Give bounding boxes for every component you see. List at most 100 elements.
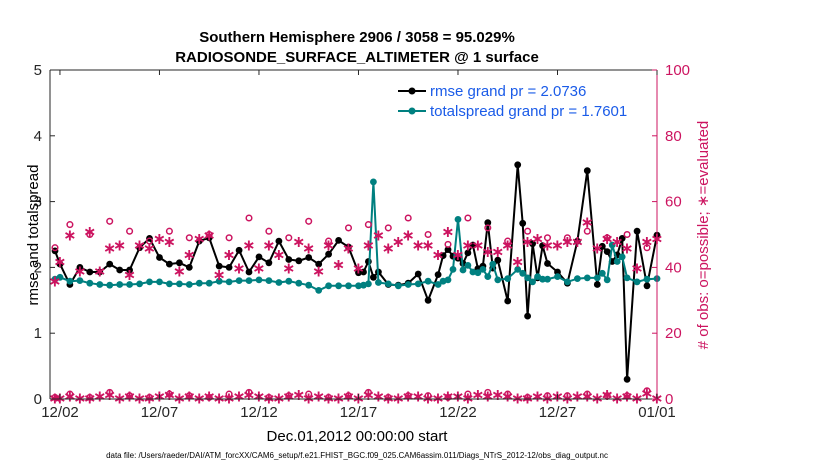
obs-evaluated-marker: ∗ <box>620 239 633 258</box>
data-file-footer: data file: /Users/raeder/DAI/ATM_forcXX/… <box>106 451 608 460</box>
obs-evaluated-marker: ∗ <box>282 258 295 277</box>
obs-evaluated-marker: ∗ <box>571 387 584 406</box>
obs-evaluated-marker: ∗ <box>421 388 434 407</box>
totalspread-point <box>554 273 561 280</box>
y-right-tick-label: 40 <box>665 259 682 276</box>
totalspread-point <box>524 274 531 282</box>
rmse-point <box>464 249 472 257</box>
obs-evaluated-marker: ∗ <box>332 388 345 407</box>
legend-rmse-label: rmse grand pr = 2.0736 <box>430 83 586 100</box>
totalspread-point <box>355 282 362 290</box>
obs-possible-marker <box>404 214 412 222</box>
obs-evaluated-marker: ∗ <box>222 245 235 264</box>
obs-possible-marker <box>543 234 552 242</box>
totalspread-point <box>643 275 651 283</box>
obs-evaluated-marker: ∗ <box>202 226 215 245</box>
obs-possible-marker <box>245 388 253 396</box>
totalspread-point <box>593 274 601 282</box>
totalspread-point <box>623 274 631 282</box>
obs-evaluated-marker: ∗ <box>382 388 395 407</box>
totalspread-point <box>618 253 626 261</box>
obs-possible-marker <box>86 393 94 401</box>
obs-evaluated-marker: ∗ <box>272 388 285 407</box>
legend-spread-marker <box>408 107 416 115</box>
obs-possible-marker <box>66 221 74 229</box>
rmse-point <box>643 282 651 290</box>
obs-possible-marker <box>265 227 273 235</box>
totalspread-point <box>265 277 273 284</box>
y-left-tick-label: 5 <box>34 62 42 79</box>
obs-possible-marker <box>225 234 233 242</box>
obs-evaluated-marker: ∗ <box>362 235 375 254</box>
obs-possible-marker <box>444 240 452 248</box>
totalspread-point <box>404 281 412 288</box>
obs-evaluated-marker: ∗ <box>352 258 365 277</box>
obs-possible-marker <box>325 393 333 401</box>
x-tick-label: 12/02 <box>41 404 79 421</box>
obs-evaluated-marker: ∗ <box>262 388 275 407</box>
totalspread-point <box>603 276 611 284</box>
obs-evaluated-marker: ∗ <box>312 262 325 281</box>
obs-possible-marker <box>444 393 452 401</box>
x-tick-label: 12/22 <box>439 404 477 421</box>
totalspread-point <box>305 281 313 289</box>
x-tick-label: 12/07 <box>141 404 179 421</box>
legend: rmse grand pr = 2.0736 totalspread grand… <box>393 78 647 122</box>
rmse-point <box>156 254 163 261</box>
obs-evaluated-marker: ∗ <box>123 265 136 284</box>
obs-evaluated-marker: ∗ <box>600 229 613 248</box>
obs-possible-marker <box>484 388 492 396</box>
totalspread-point <box>215 277 223 285</box>
obs-evaluated-marker: ∗ <box>153 229 166 248</box>
obs-evaluated-marker: ∗ <box>521 232 534 251</box>
rmse-point <box>623 375 631 383</box>
obs-evaluated-marker: ∗ <box>272 245 285 264</box>
rmse-point <box>285 256 293 263</box>
totalspread-point <box>489 260 497 268</box>
totalspread-point <box>255 276 263 284</box>
obs-evaluated-marker: ∗ <box>312 387 325 406</box>
totalspread-point <box>424 277 432 285</box>
obs-possible-marker <box>265 393 273 401</box>
obs-evaluated-marker: ∗ <box>302 239 315 258</box>
obs-possible-marker <box>126 227 134 235</box>
y-left-tick-label: 0 <box>34 391 42 408</box>
x-tick-label: 12/17 <box>340 404 378 421</box>
obs-possible-marker <box>86 230 94 239</box>
obs-evaluated-marker: ∗ <box>193 388 206 407</box>
x-tick-label: 01/01 <box>638 404 676 421</box>
totalspread-point <box>469 268 477 276</box>
totalspread-point <box>414 280 422 288</box>
totalspread-point <box>514 266 522 273</box>
obs-possible-marker <box>106 217 114 225</box>
rmse-point <box>305 254 313 261</box>
obs-evaluated-marker: ∗ <box>232 387 245 406</box>
rmse-point <box>514 161 522 169</box>
rmse-point <box>215 262 223 270</box>
obs-evaluated-marker: ∗ <box>342 387 355 406</box>
obs-evaluated-marker: ∗ <box>581 387 594 406</box>
totalspread-point <box>529 278 536 286</box>
chart-subtitle: RADIOSONDE_SURFACE_ALTIMETER @ 1 surface <box>175 49 539 66</box>
x-tick-label: 12/12 <box>240 404 278 421</box>
obs-evaluated-marker: ∗ <box>123 387 136 406</box>
obs-evaluated-marker: ∗ <box>322 235 335 254</box>
rmse-point <box>618 235 626 242</box>
obs-possible-marker <box>364 221 372 229</box>
totalspread-point <box>519 269 527 277</box>
rmse-point <box>454 254 462 262</box>
obs-evaluated-marker: ∗ <box>292 232 305 251</box>
obs-possible-marker <box>185 234 193 242</box>
obs-evaluated-marker: ∗ <box>302 388 315 407</box>
rmse-point <box>603 248 611 256</box>
rmse-point <box>325 250 332 258</box>
totalspread-point <box>608 241 616 249</box>
totalspread-point <box>185 281 193 288</box>
obs-possible-marker <box>205 230 213 239</box>
obs-evaluated-marker: ∗ <box>561 232 574 251</box>
obs-evaluated-marker: ∗ <box>372 226 385 245</box>
rmse-point <box>370 273 377 281</box>
rmse-point <box>504 297 512 305</box>
obs-possible-marker <box>563 234 571 242</box>
